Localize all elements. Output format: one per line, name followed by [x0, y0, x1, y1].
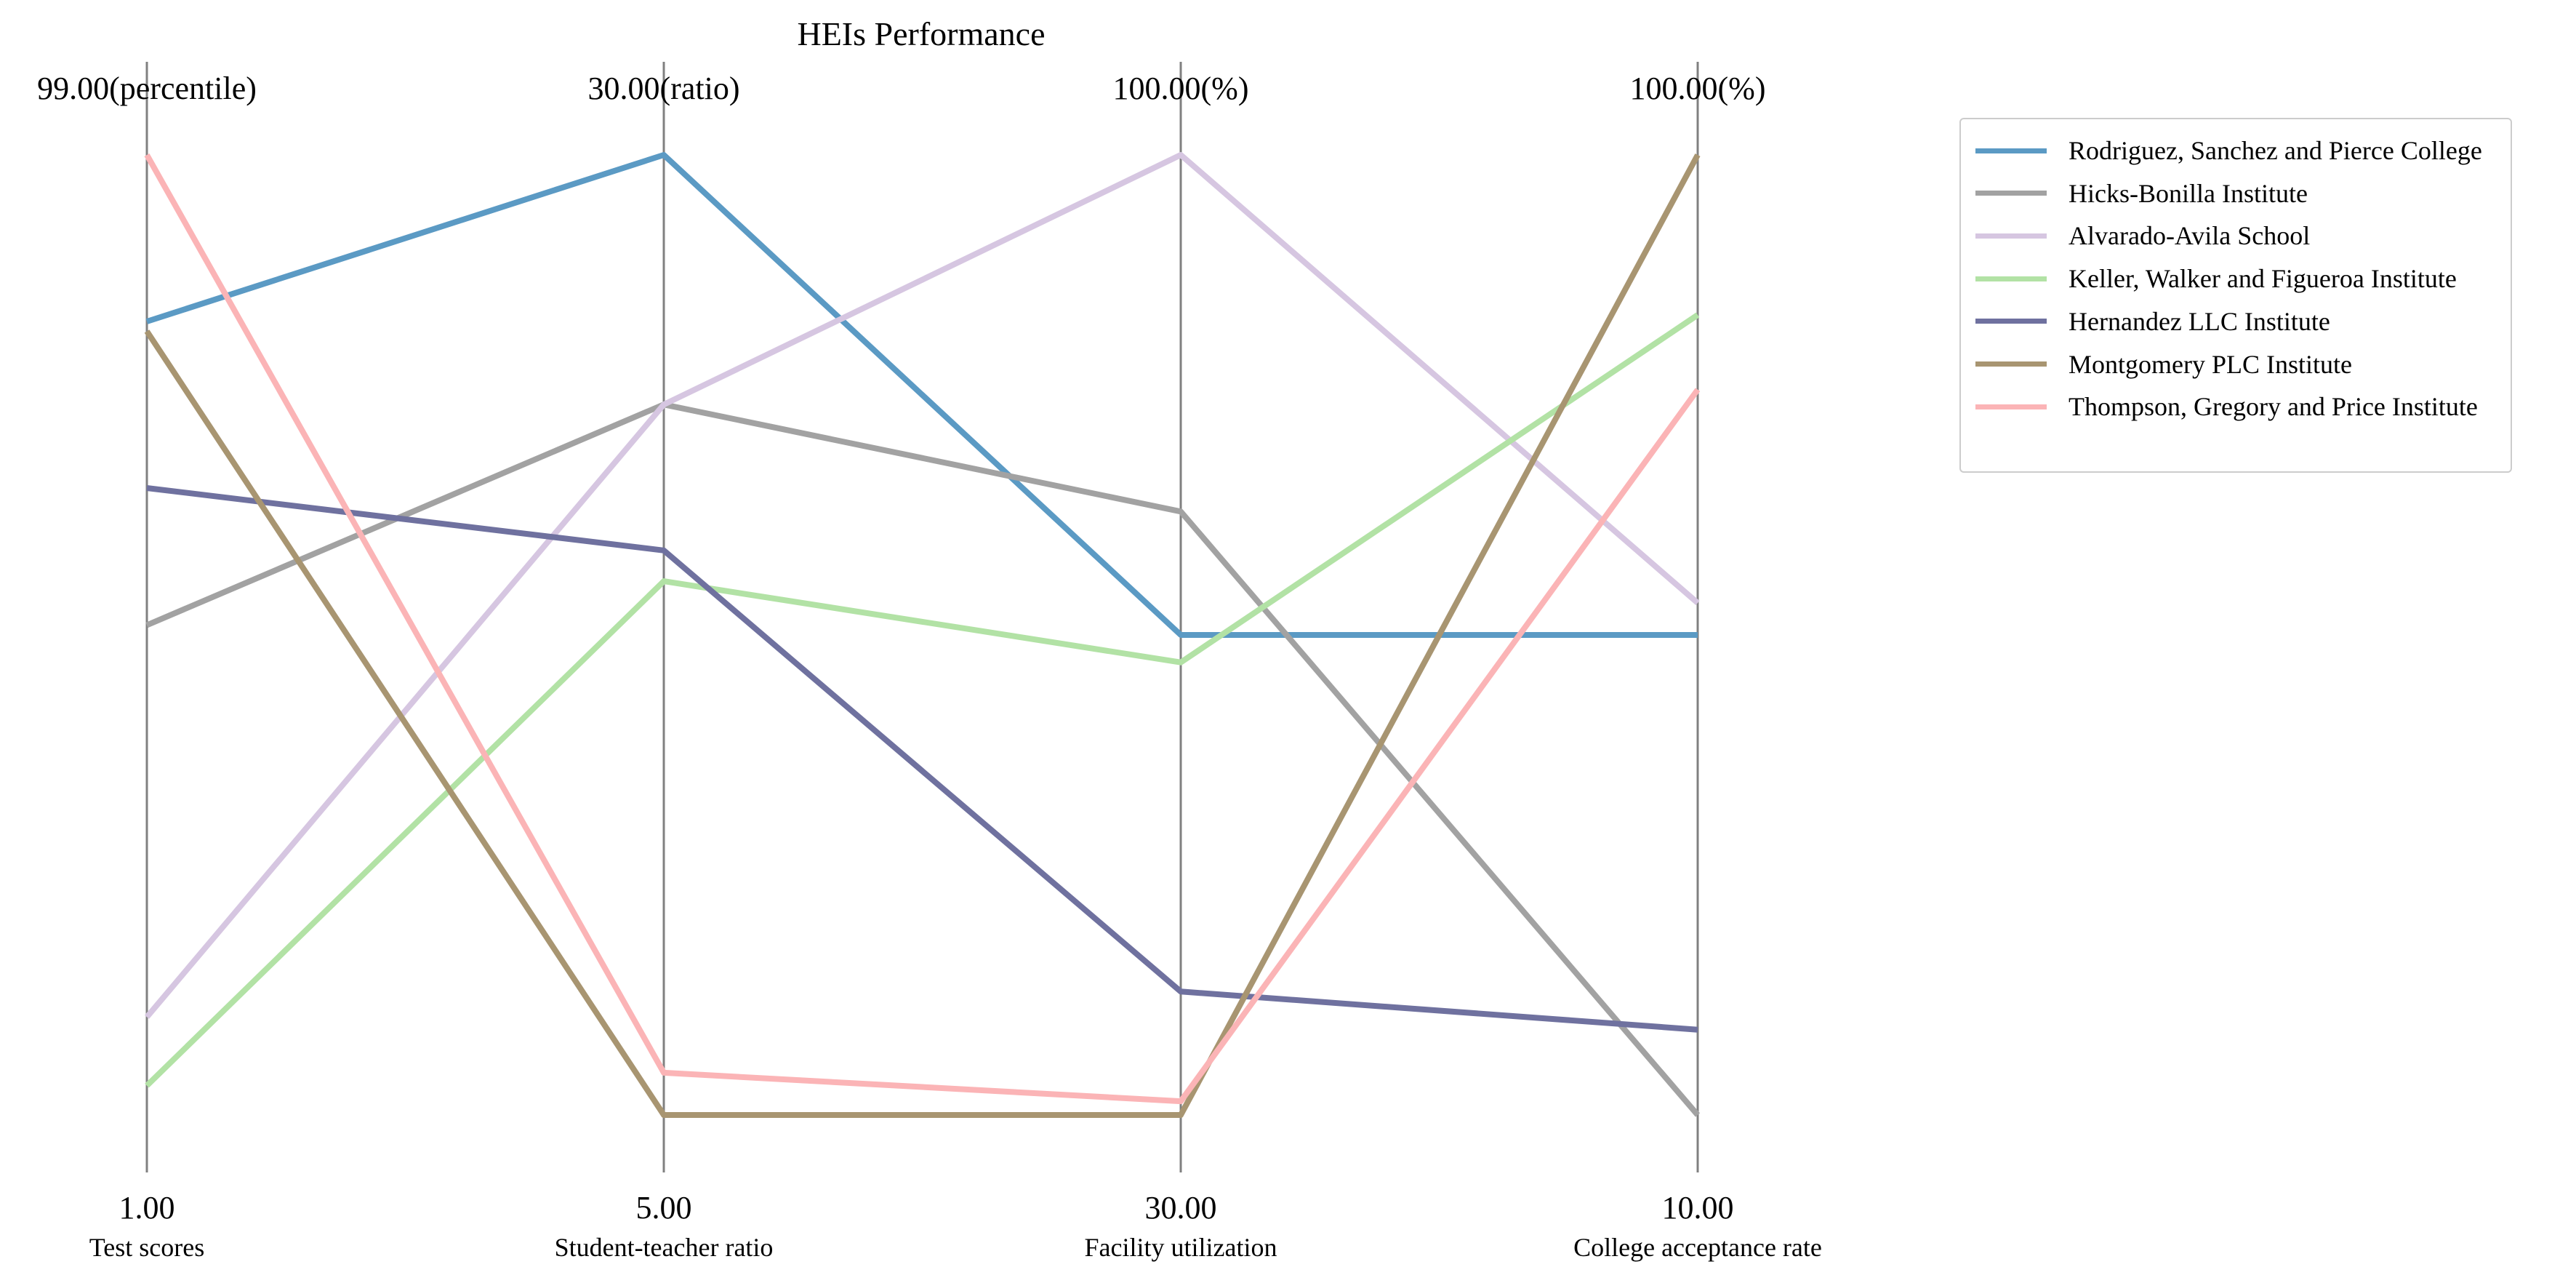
axis-title: Facility utilization [1085, 1233, 1277, 1262]
axis-max-label: 100.00(%) [1113, 71, 1249, 106]
axes-layer: 99.00(percentile) 1.00 Test scores 30.00(ra… [37, 62, 1822, 1262]
legend-swatch [1975, 276, 2047, 281]
legend-label: Alvarado-Avila School [2069, 221, 2311, 251]
axis-title: Student-teacher ratio [555, 1233, 774, 1262]
series-line [144, 152, 1700, 1019]
legend-label: Montgomery PLC Institute [2069, 349, 2352, 379]
series-line [145, 312, 1700, 1088]
legend-item: Thompson, Gregory and Price Institute [1975, 385, 2478, 428]
axis-min-label: 30.00 [1145, 1190, 1217, 1226]
legend-swatch [1975, 191, 2047, 196]
series-line [144, 153, 1701, 1118]
legend-swatch [1975, 148, 2047, 153]
legend-label: Thompson, Gregory and Price Institute [2069, 392, 2478, 422]
axis-title: College acceptance rate [1573, 1233, 1822, 1262]
legend-item: Keller, Walker and Figueroa Institute [1975, 257, 2457, 300]
legend: Rodriguez, Sanchez and Pierce College Hic… [1959, 118, 2512, 473]
legend-item: Alvarado-Avila School [1975, 215, 2310, 257]
axis-min-label: 5.00 [636, 1190, 692, 1226]
legend-item: Hernandez LLC Institute [1975, 300, 2330, 343]
series-lines-layer [144, 152, 1701, 1118]
axis-max-label: 100.00(%) [1630, 71, 1766, 106]
axis-max-label: 99.00(percentile) [37, 71, 257, 106]
legend-swatch [1975, 319, 2047, 324]
series-line [146, 485, 1698, 1033]
legend-label: Hicks-Bonilla Institute [2069, 178, 2308, 208]
legend-item: Hicks-Bonilla Institute [1975, 172, 2308, 215]
legend-label: Keller, Walker and Figueroa Institute [2069, 264, 2457, 294]
legend-swatch [1975, 233, 2047, 239]
legend-item: Rodriguez, Sanchez and Pierce College [1975, 129, 2482, 172]
axis-min-label: 10.00 [1662, 1190, 1734, 1226]
series-line [145, 401, 1701, 1117]
legend-label: Hernandez LLC Institute [2069, 306, 2330, 336]
legend-swatch [1975, 361, 2047, 367]
axis-title: Test scores [89, 1233, 204, 1262]
legend-label: Rodriguez, Sanchez and Pierce College [2069, 136, 2482, 165]
axis-max-label: 30.00(ratio) [588, 71, 740, 106]
legend-item: Montgomery PLC Institute [1975, 343, 2352, 385]
legend-swatch [1975, 404, 2047, 409]
axis-min-label: 1.00 [119, 1190, 175, 1226]
series-line [144, 153, 1701, 1105]
chart-title: HEIs Performance [797, 15, 1045, 52]
